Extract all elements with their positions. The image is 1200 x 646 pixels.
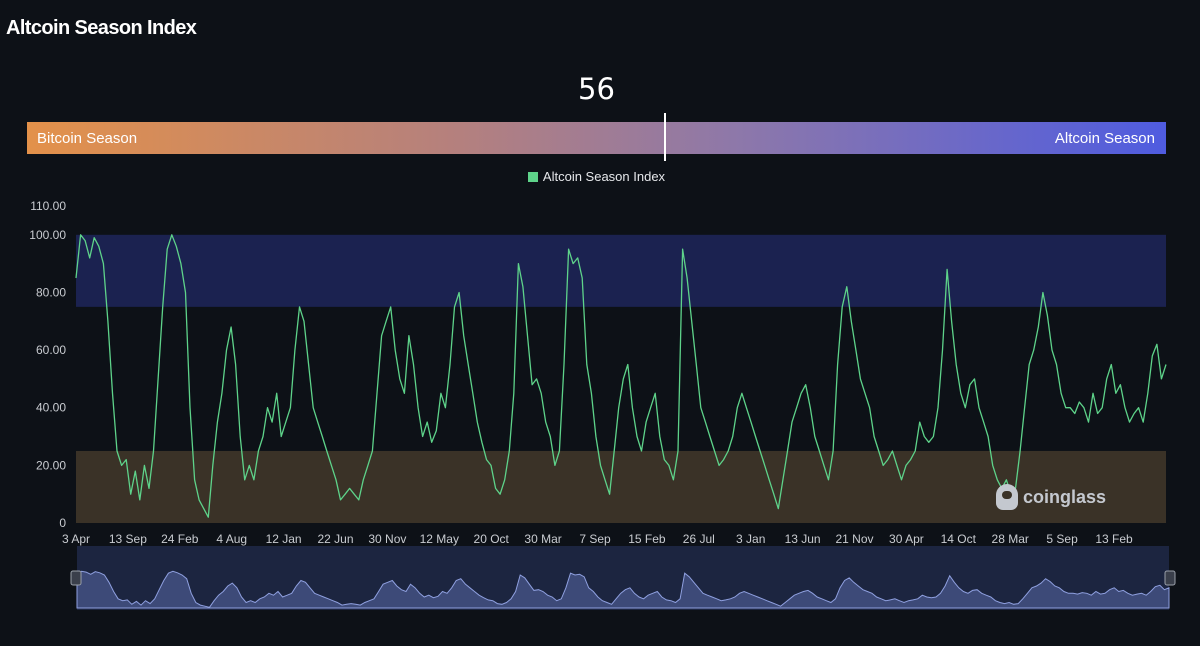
x-tick-label: 13 Feb — [1095, 532, 1133, 546]
x-tick-label: 30 Mar — [524, 532, 561, 546]
bitcoin-season-label: Bitcoin Season — [37, 130, 138, 147]
altcoin-index-chart[interactable]: 0 20.00 40.00 60.00 80.00 100.00 110.00 3 Apr 13… — [0, 195, 1200, 547]
y-tick-label: 60.00 — [36, 343, 66, 357]
threshold-band-0 — [76, 234, 1166, 307]
threshold-band-1 — [76, 450, 1166, 523]
x-tick-label: 7 Sep — [579, 532, 611, 546]
x-tick-label: 13 Jun — [785, 532, 821, 546]
x-tick-label: 30 Apr — [889, 532, 924, 546]
x-tick-label: 24 Feb — [161, 532, 199, 546]
x-tick-label: 3 Apr — [62, 532, 90, 546]
page-title: Altcoin Season Index — [6, 17, 197, 39]
x-tick-label: 12 May — [420, 532, 459, 546]
legend-label: Altcoin Season Index — [542, 169, 666, 184]
y-tick-label: 100.00 — [29, 228, 66, 242]
x-tick-label: 15 Feb — [628, 532, 666, 546]
x-tick-label: 5 Sep — [1046, 532, 1078, 546]
x-tick-label: 12 Jan — [266, 532, 302, 546]
y-tick-label: 110.00 — [30, 199, 66, 213]
legend-swatch — [527, 171, 538, 182]
x-tick-label: 26 Jul — [683, 532, 715, 546]
range-navigator[interactable] — [70, 546, 1176, 610]
x-tick-label: 21 Nov — [835, 532, 873, 546]
y-tick-label: 40.00 — [36, 401, 66, 415]
navigator-handle-right — [1164, 570, 1176, 586]
x-tick-label: 20 Oct — [474, 532, 510, 546]
season-gradient-bar: Bitcoin Season Altcoin Season — [27, 113, 1166, 161]
x-tick-label: 28 Mar — [992, 532, 1029, 546]
x-tick-label: 13 Sep — [109, 532, 147, 546]
y-tick-label: 80.00 — [36, 285, 66, 299]
altcoin-season-label: Altcoin Season — [1054, 130, 1155, 147]
series-line-altcoin-season-index — [75, 234, 1167, 518]
current-value-marker — [663, 113, 666, 161]
current-index-value: 56 — [578, 72, 615, 106]
x-tick-label: 4 Aug — [216, 532, 247, 546]
watermark-text: coinglass — [1023, 486, 1107, 507]
coinglass-logo-icon — [996, 484, 1018, 510]
y-tick-label: 20.00 — [36, 458, 66, 472]
coinglass-watermark: coinglass — [996, 484, 1106, 510]
navigator-handle-left — [70, 570, 82, 586]
x-tick-label: 14 Oct — [941, 532, 977, 546]
navigator-series-area — [76, 570, 1170, 609]
x-tick-label: 3 Jan — [736, 532, 765, 546]
y-tick-label: 0 — [59, 516, 66, 530]
chart-legend[interactable]: Altcoin Season Index — [0, 169, 1193, 184]
x-tick-label: 30 Nov — [368, 532, 406, 546]
x-tick-label: 22 Jun — [317, 532, 353, 546]
